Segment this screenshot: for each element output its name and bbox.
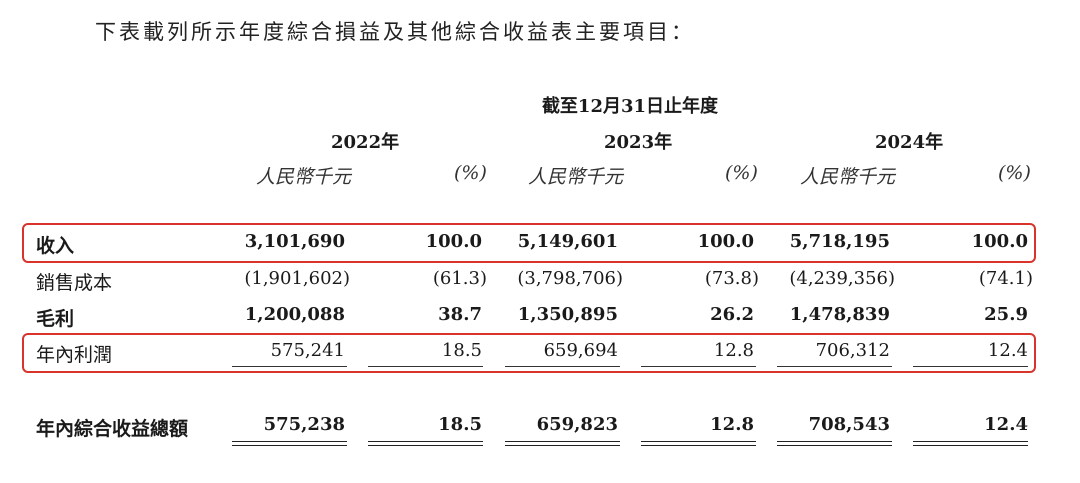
year-header-2024: 2024年: [875, 132, 944, 153]
cell-total-2024-amount: 708,543: [808, 414, 890, 435]
unit-amount-2023: 人民幣千元: [528, 166, 624, 188]
row-label-gross-profit: 毛利: [36, 308, 75, 330]
double-underline-2024-amount: [777, 441, 892, 446]
underline-2022-pct: [368, 366, 483, 367]
double-underline-2023-pct: [641, 441, 756, 446]
cell-revenue-2023-pct: 100.0: [697, 231, 754, 252]
cell-cost-2023-pct: (73.8): [704, 268, 759, 289]
cell-cost-2024-amount: (4,239,356): [789, 268, 895, 289]
cell-total-2024-pct: 12.4: [984, 414, 1028, 435]
cell-revenue-2024-amount: 5,718,195: [789, 231, 890, 252]
unit-amount-2024: 人民幣千元: [800, 166, 896, 188]
cell-gross-2024-pct: 25.9: [984, 304, 1028, 325]
unit-pct-2023: (%): [725, 162, 758, 184]
cell-gross-2022-pct: 38.7: [438, 304, 482, 325]
revenue-highlight-box: [22, 223, 1036, 263]
cell-profit-2024-pct: 12.4: [987, 340, 1028, 361]
unit-amount-2022: 人民幣千元: [256, 166, 352, 188]
cell-profit-2022-amount: 575,241: [270, 340, 345, 361]
underline-2022-amount: [232, 366, 347, 367]
double-underline-2024-pct: [913, 441, 1028, 446]
cell-cost-2022-pct: (61.3): [432, 268, 487, 289]
cell-revenue-2022-pct: 100.0: [425, 231, 482, 252]
intro-text: 下表載列所示年度綜合損益及其他綜合收益表主要項目：: [95, 20, 695, 44]
row-label-cost-of-sales: 銷售成本: [36, 272, 113, 294]
cell-cost-2022-amount: (1,901,602): [244, 268, 350, 289]
cell-revenue-2023-amount: 5,149,601: [517, 231, 618, 252]
cell-revenue-2022-amount: 3,101,690: [244, 231, 345, 252]
cell-total-2022-amount: 575,238: [263, 414, 345, 435]
row-label-total-comprehensive-income: 年內綜合收益總額: [36, 418, 189, 440]
row-label-profit-for-year: 年內利潤: [36, 344, 113, 366]
profit-highlight-box: [22, 333, 1036, 373]
cell-gross-2023-pct: 26.2: [710, 304, 754, 325]
underline-2024-pct: [913, 366, 1028, 367]
period-header: 截至12月31日止年度: [541, 96, 719, 117]
year-header-2023: 2023年: [604, 132, 673, 153]
cell-total-2023-pct: 12.8: [710, 414, 754, 435]
cell-gross-2022-amount: 1,200,088: [244, 304, 345, 325]
double-underline-2022-amount: [232, 441, 347, 446]
cell-gross-2024-amount: 1,478,839: [789, 304, 890, 325]
cell-profit-2023-pct: 12.8: [713, 340, 754, 361]
cell-total-2022-pct: 18.5: [438, 414, 482, 435]
cell-profit-2023-amount: 659,694: [543, 340, 618, 361]
cell-gross-2023-amount: 1,350,895: [517, 304, 618, 325]
underline-2024-amount: [777, 366, 892, 367]
cell-cost-2024-pct: (74.1): [978, 268, 1033, 289]
unit-pct-2022: (%): [454, 162, 487, 184]
row-label-revenue: 收入: [36, 235, 75, 257]
cell-total-2023-amount: 659,823: [536, 414, 618, 435]
double-underline-2022-pct: [368, 441, 483, 446]
cell-profit-2024-amount: 706,312: [815, 340, 890, 361]
year-header-2022: 2022年: [331, 132, 400, 153]
underline-2023-amount: [505, 366, 620, 367]
cell-revenue-2024-pct: 100.0: [971, 231, 1028, 252]
cell-cost-2023-amount: (3,798,706): [517, 268, 623, 289]
unit-pct-2024: (%): [998, 162, 1031, 184]
underline-2023-pct: [641, 366, 756, 367]
cell-profit-2022-pct: 18.5: [441, 340, 482, 361]
double-underline-2023-amount: [505, 441, 620, 446]
